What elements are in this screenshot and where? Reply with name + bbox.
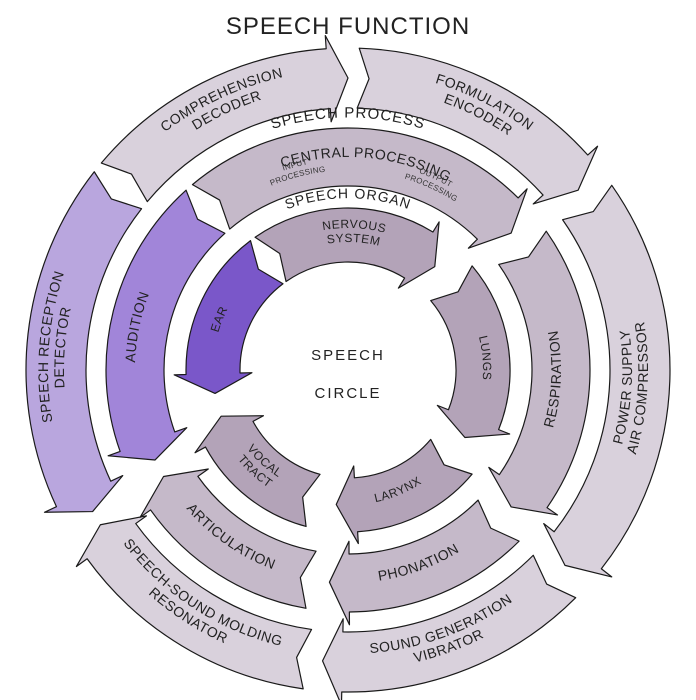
center-label-1: SPEECH bbox=[311, 347, 385, 364]
arrow-lungs bbox=[431, 266, 510, 438]
center-label-2: CIRCLE bbox=[314, 385, 381, 402]
diagram-title: SPEECH FUNCTION bbox=[226, 13, 470, 40]
